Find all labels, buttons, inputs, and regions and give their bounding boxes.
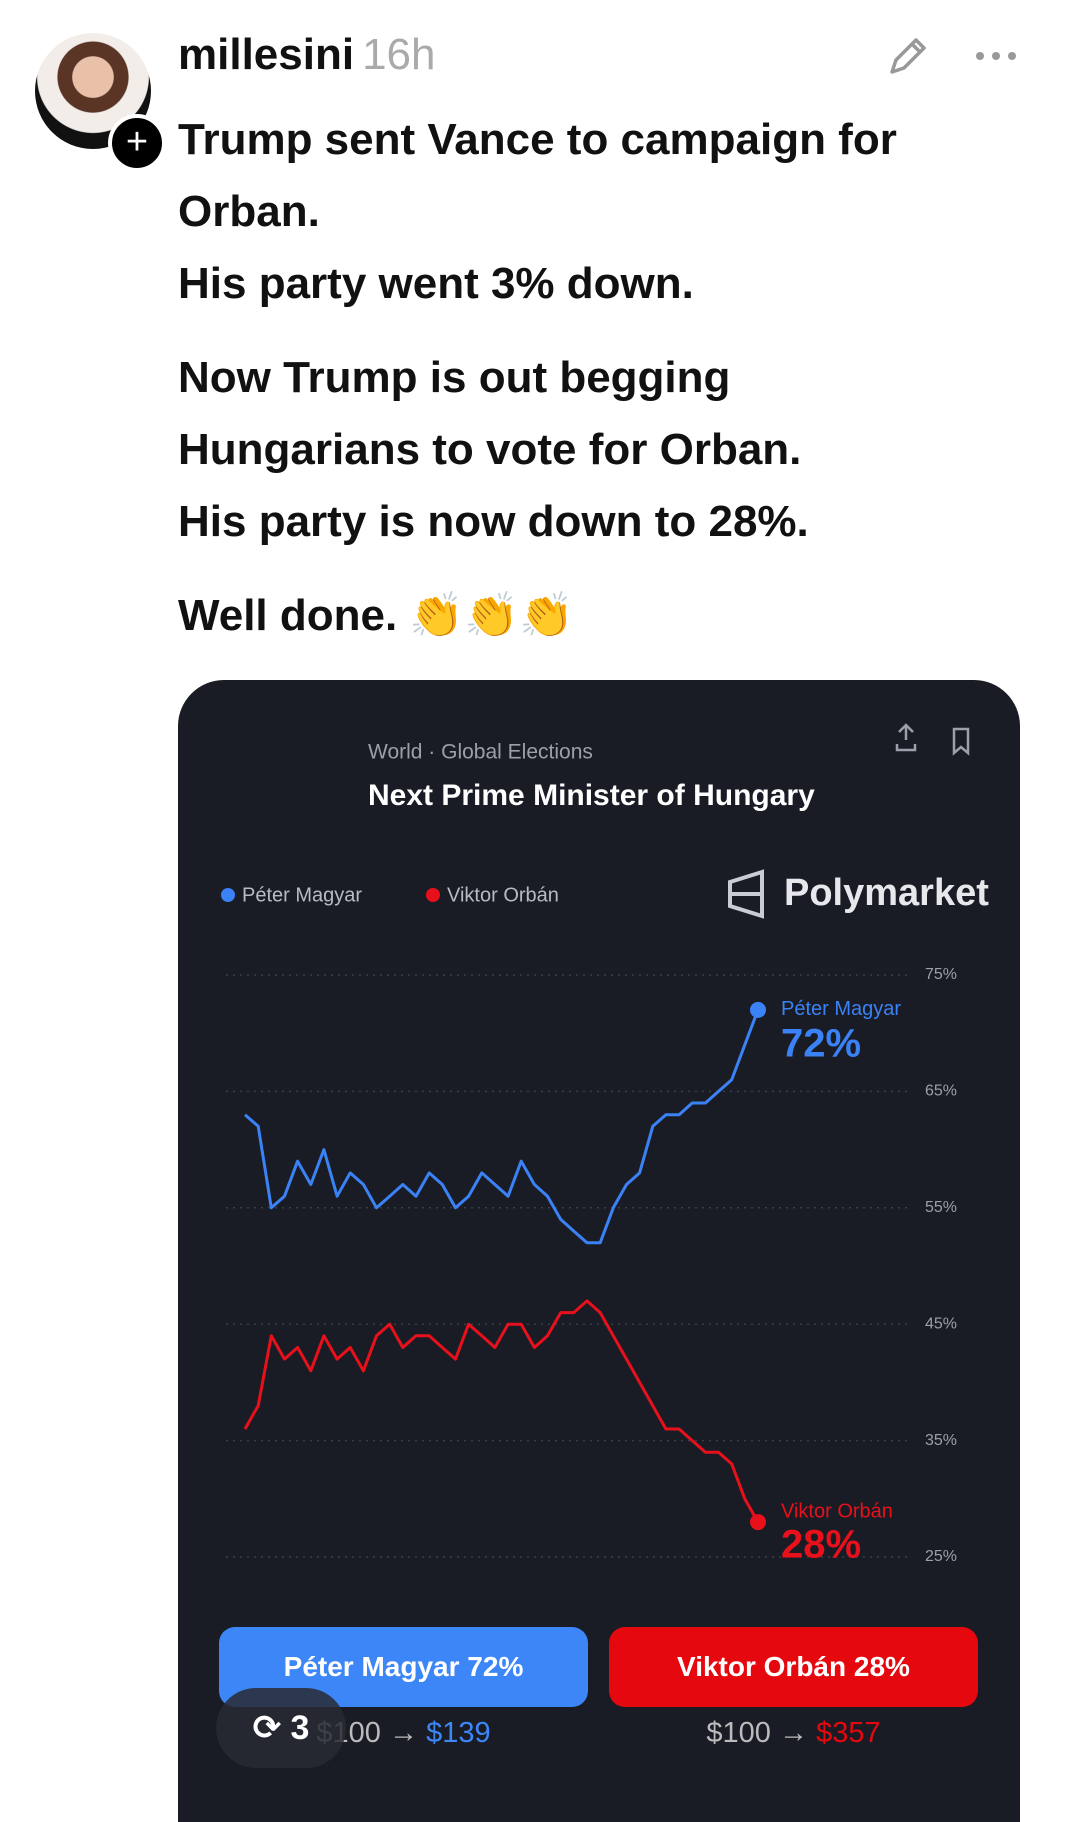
repost-button[interactable]: ⟳ 3 bbox=[216, 1688, 346, 1768]
end-series-name: Viktor Orbán bbox=[781, 1500, 893, 1522]
post-line: Well done. 👏👏👏 bbox=[178, 591, 574, 640]
series-line bbox=[243, 1299, 760, 1523]
payout-value: $357 bbox=[816, 1717, 881, 1749]
paragraph: Now Trump is out begging Hungarians to vo… bbox=[178, 342, 978, 558]
y-tick-label: 65% bbox=[925, 1083, 957, 1100]
post-line: His party went 3% down. bbox=[178, 259, 694, 308]
legend-swatch bbox=[426, 888, 440, 902]
stake: $100 bbox=[706, 1717, 771, 1749]
legend-label: Péter Magyar bbox=[242, 884, 362, 906]
outcome-percent: 28% bbox=[853, 1651, 910, 1682]
follow-button[interactable]: + bbox=[108, 114, 166, 172]
post-line: Now Trump is out begging bbox=[178, 353, 731, 402]
edit-icon[interactable] bbox=[884, 32, 932, 80]
y-tick-label: 75% bbox=[925, 966, 957, 983]
more-icon[interactable] bbox=[972, 44, 1020, 68]
share-icon[interactable] bbox=[895, 723, 917, 752]
end-point bbox=[750, 1514, 766, 1531]
post-line: Hungarians to vote for Orban. bbox=[178, 425, 802, 474]
post-header: millesini 16h bbox=[178, 30, 436, 80]
y-tick-label: 45% bbox=[925, 1315, 957, 1332]
y-tick-label: 25% bbox=[925, 1548, 957, 1565]
bookmark-icon[interactable] bbox=[952, 727, 970, 756]
payout-value: $139 bbox=[426, 1717, 491, 1749]
post-line: Trump sent Vance to campaign for Orban. bbox=[178, 115, 897, 236]
timestamp: 16h bbox=[362, 30, 436, 79]
end-value-label: 72% bbox=[781, 1021, 861, 1065]
series-line bbox=[244, 1009, 760, 1245]
username[interactable]: millesini bbox=[178, 30, 355, 79]
outcome-percent: 72% bbox=[467, 1651, 524, 1682]
buy-button[interactable]: Viktor Orbán 28% bbox=[609, 1627, 978, 1707]
y-tick-label: 55% bbox=[925, 1199, 957, 1216]
y-tick-label: 35% bbox=[925, 1432, 957, 1449]
breadcrumb: World · Global Elections bbox=[368, 741, 593, 764]
legend-swatch bbox=[221, 888, 235, 902]
outcome-name: Péter Magyar bbox=[283, 1651, 460, 1682]
end-series-name: Péter Magyar bbox=[781, 998, 901, 1020]
chart-title: Next Prime Minister of Hungary bbox=[368, 779, 815, 812]
brand-name: Polymarket bbox=[784, 872, 989, 914]
post-body: Trump sent Vance to campaign for Orban. H… bbox=[178, 104, 978, 674]
paragraph: Well done. 👏👏👏 bbox=[178, 580, 978, 652]
end-value-label: 28% bbox=[781, 1523, 861, 1567]
legend-label: Viktor Orbán bbox=[447, 884, 559, 906]
repost-count: 3 bbox=[290, 1709, 310, 1747]
paragraph: Trump sent Vance to campaign for Orban. H… bbox=[178, 104, 978, 320]
post-line: His party is now down to 28%. bbox=[178, 497, 809, 546]
outcome-name: Viktor Orbán bbox=[677, 1651, 847, 1682]
payout: $100 → $357 bbox=[706, 1717, 881, 1749]
end-point bbox=[750, 1001, 766, 1018]
brand-logo bbox=[728, 869, 764, 919]
